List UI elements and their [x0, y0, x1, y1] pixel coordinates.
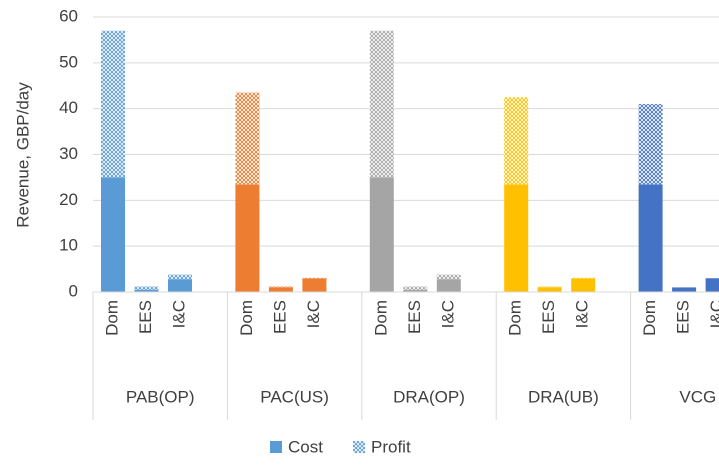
x-tick-label: Dom [640, 300, 659, 336]
profit-bar [268, 286, 293, 288]
profit-bar [369, 30, 394, 178]
profit-bar [436, 274, 461, 280]
cost-bar [638, 184, 663, 292]
profit-bar [504, 97, 529, 185]
cost-bar [302, 278, 327, 292]
y-tick-label: 10 [59, 236, 78, 255]
x-tick-label: I&C [169, 300, 188, 328]
profit-bar [403, 286, 428, 290]
y-tick-label: 50 [59, 52, 78, 71]
cost-bar [436, 279, 461, 292]
x-tick-label: I&C [707, 300, 719, 328]
cost-bar [134, 289, 159, 292]
cost-bar [235, 184, 260, 292]
y-tick-label: 20 [59, 190, 78, 209]
x-tick-label: EES [136, 300, 155, 334]
x-tick-label: Dom [237, 300, 256, 336]
y-tick-label: 40 [59, 98, 78, 117]
group-label: PAC(US) [260, 387, 329, 406]
x-tick-label: EES [674, 300, 693, 334]
x-tick-label: EES [405, 300, 424, 334]
cost-bar [101, 177, 125, 292]
x-tick-label: Dom [506, 300, 525, 336]
legend-swatch [353, 441, 365, 453]
profit-bar [638, 104, 663, 185]
cost-bar [537, 287, 562, 292]
cost-bar [268, 287, 293, 292]
profit-bar [134, 286, 159, 290]
cost-bar [504, 184, 529, 292]
x-tick-label: Dom [371, 300, 390, 336]
x-tick-label: I&C [573, 300, 592, 328]
legend-swatch [270, 441, 282, 453]
profit-bar [537, 286, 562, 288]
legend-label: Profit [371, 437, 411, 456]
group-label: PAB(OP) [126, 387, 195, 406]
cost-bar [571, 278, 596, 292]
group-label: DRA(OP) [393, 387, 465, 406]
y-tick-label: 60 [59, 6, 78, 25]
x-tick-label: I&C [438, 300, 457, 328]
legend-label: Cost [288, 437, 323, 456]
profit-bar [235, 92, 260, 185]
y-tick-label: 30 [59, 144, 78, 163]
cost-bar [403, 289, 428, 292]
cost-bar [369, 177, 394, 292]
x-tick-label: EES [270, 300, 289, 334]
group-label: DRA(UB) [528, 387, 599, 406]
group-label: VCG [679, 387, 716, 406]
profit-bar [168, 274, 192, 280]
y-tick-label: 0 [69, 281, 78, 300]
y-axis-label: Revenue, GBP/day [13, 82, 32, 228]
cost-bar [168, 279, 192, 292]
profit-bar [101, 30, 125, 178]
cost-bar [672, 287, 697, 292]
cost-bar [705, 278, 719, 292]
x-tick-label: Dom [102, 300, 121, 336]
x-tick-label: I&C [304, 300, 323, 328]
x-tick-label: EES [539, 300, 558, 334]
